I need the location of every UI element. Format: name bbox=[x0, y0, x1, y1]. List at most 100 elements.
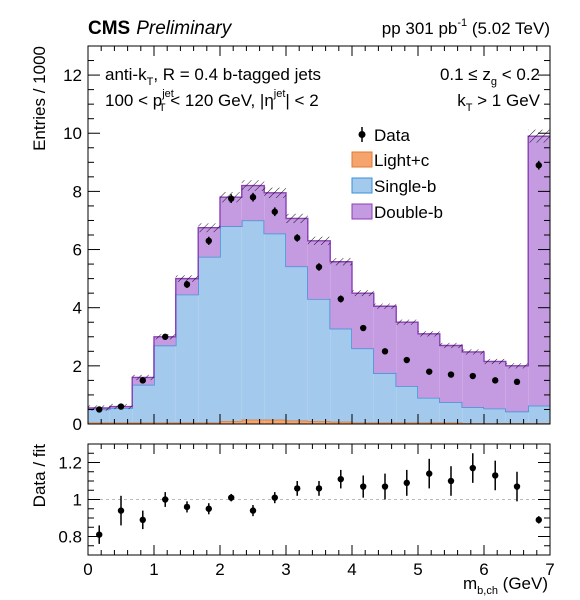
double-bar bbox=[330, 261, 352, 329]
uncertainty-hatch bbox=[373, 303, 397, 309]
light-bar bbox=[132, 422, 154, 424]
data-marker-icon bbox=[358, 131, 366, 138]
lumi-exp: -1 bbox=[457, 17, 467, 29]
bottom-x-ticks: 0 1 2 3 4 5 6 7 bbox=[83, 444, 555, 579]
x-tick-label: 5 bbox=[413, 560, 422, 579]
data-point bbox=[205, 237, 212, 245]
single-bar bbox=[307, 298, 331, 422]
ratio-point bbox=[228, 494, 235, 501]
x-tick-label: 0 bbox=[83, 560, 92, 579]
ratio-point bbox=[447, 477, 455, 485]
single-bar bbox=[109, 408, 133, 423]
data-point bbox=[426, 368, 433, 375]
uncertainty-hatch bbox=[330, 258, 352, 266]
single-bar bbox=[373, 373, 397, 423]
ratio-point bbox=[139, 516, 146, 524]
bottom-panel: 0.8 1 1.2 0 1 2 3 4 5 6 7 bbox=[58, 443, 555, 579]
data-point bbox=[447, 371, 455, 378]
stacked-histogram bbox=[88, 135, 550, 424]
double-bar bbox=[484, 361, 506, 409]
svg-text:Data: Data bbox=[374, 126, 410, 145]
single-bar bbox=[241, 220, 265, 420]
single-swatch bbox=[351, 177, 373, 194]
x-tick-label: 6 bbox=[479, 560, 488, 579]
single-bar bbox=[505, 411, 529, 424]
x-tick-label: 1 bbox=[149, 560, 158, 579]
uncertainty-hatch bbox=[241, 180, 265, 191]
legend-item-light: Light+c bbox=[351, 151, 430, 170]
uncertainty-hatch bbox=[505, 363, 529, 369]
data-point bbox=[294, 234, 301, 242]
y-tick-label: 2 bbox=[73, 357, 82, 376]
legend-item-single: Single-b bbox=[351, 177, 436, 196]
single-bar bbox=[88, 409, 110, 423]
data-point bbox=[315, 263, 323, 271]
lumi-prefix: pp 301 pb bbox=[382, 19, 458, 38]
y-tick-label: 0 bbox=[73, 415, 82, 434]
ratio-point bbox=[426, 470, 433, 477]
data-point bbox=[403, 356, 410, 364]
top-y-axis-label: Entries / 1000 bbox=[30, 46, 49, 151]
light-bar bbox=[330, 421, 352, 424]
single-bar bbox=[175, 294, 199, 423]
uncertainty-hatch bbox=[484, 358, 506, 365]
ratio-point bbox=[360, 483, 367, 490]
ratio-point bbox=[492, 472, 499, 479]
double-bar bbox=[505, 365, 529, 412]
single-bar bbox=[462, 407, 484, 424]
light-bar bbox=[109, 422, 133, 424]
uncertainty-hatch bbox=[528, 129, 550, 143]
y-tick-label: 0.8 bbox=[58, 528, 82, 547]
light-bar bbox=[198, 422, 220, 424]
ratio-point bbox=[513, 483, 521, 490]
single-bar bbox=[330, 328, 352, 422]
light-bar bbox=[396, 422, 418, 424]
x-tick-label: 2 bbox=[215, 560, 224, 579]
y-tick-label: 8 bbox=[73, 182, 82, 201]
ratio-point bbox=[294, 485, 301, 492]
data-point bbox=[96, 406, 103, 413]
double-bar bbox=[241, 185, 265, 221]
y-tick-label: 6 bbox=[73, 241, 82, 260]
svg-text:Light+c: Light+c bbox=[374, 151, 430, 170]
legend-item-double: Double-b bbox=[351, 203, 443, 222]
legend: Data Light+c Single-b Double-b bbox=[351, 126, 443, 222]
uncertainty-hatch bbox=[175, 275, 199, 282]
ratio-point bbox=[469, 464, 476, 472]
top-y-ticks: 0 2 4 6 8 10 12 bbox=[63, 45, 550, 434]
legend-item-data: Data bbox=[358, 126, 410, 145]
data-point bbox=[249, 194, 257, 201]
light-bar bbox=[88, 422, 110, 424]
top-x-ticks bbox=[87, 46, 551, 424]
single-bar bbox=[352, 348, 374, 423]
lumi-suffix: (5.02 TeV) bbox=[467, 19, 550, 38]
ratio-points bbox=[96, 453, 542, 544]
ratio-point bbox=[249, 507, 257, 514]
single-bar bbox=[264, 233, 286, 420]
double-bar bbox=[220, 197, 242, 227]
uncertainty-hatch bbox=[198, 223, 220, 233]
light-bar bbox=[286, 420, 308, 424]
single-bar bbox=[198, 256, 220, 423]
single-bar bbox=[528, 405, 550, 424]
y-tick-label: 10 bbox=[63, 124, 82, 143]
data-point bbox=[513, 378, 521, 386]
data-point bbox=[492, 377, 499, 384]
ratio-point bbox=[381, 483, 389, 490]
light-bar bbox=[220, 421, 242, 424]
ratio-point bbox=[271, 494, 278, 501]
double-bar bbox=[462, 351, 484, 408]
uncertainty-hatch bbox=[396, 319, 418, 325]
light-bar bbox=[307, 421, 331, 424]
data-point bbox=[535, 162, 542, 169]
y-tick-label: 4 bbox=[73, 299, 82, 318]
jet-type-annotation: anti-kT, R = 0.4 b-tagged jets bbox=[105, 65, 321, 88]
data-point bbox=[381, 348, 389, 355]
double-swatch bbox=[351, 203, 373, 220]
double-bar bbox=[418, 333, 440, 398]
double-bar bbox=[352, 293, 374, 349]
experiment-label: CMS bbox=[88, 18, 130, 39]
lumi-label: pp 301 pb-1 (5.02 TeV) bbox=[382, 17, 550, 38]
uncertainty-hatch bbox=[439, 342, 463, 349]
